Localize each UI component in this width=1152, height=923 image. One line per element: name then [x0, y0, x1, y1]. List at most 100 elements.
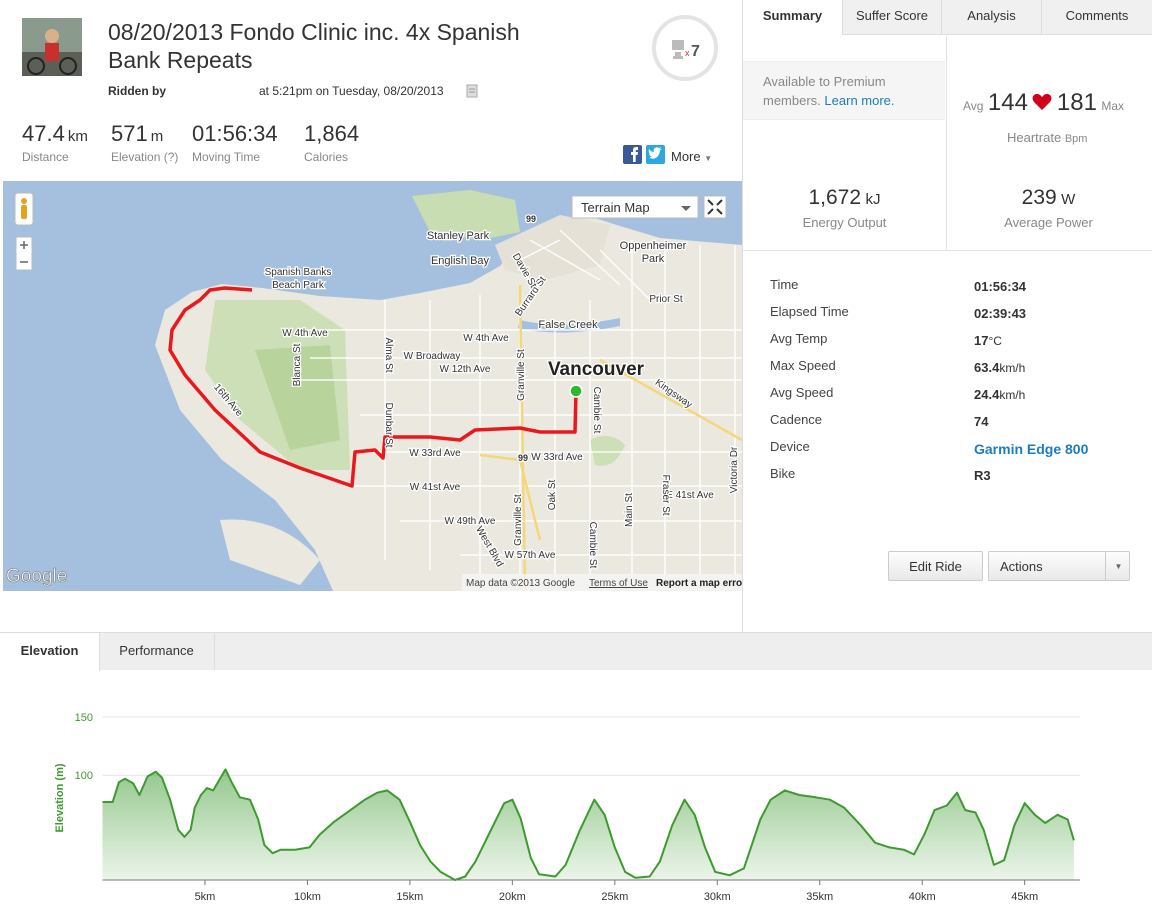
- map-terms[interactable]: Terms of Use: [589, 578, 648, 589]
- map-label: Stanley Park: [427, 230, 490, 242]
- map-label: English Bay: [431, 255, 490, 267]
- detail-label: Max Speed: [770, 358, 836, 373]
- tab[interactable]: Comments: [1041, 0, 1152, 35]
- map-label: Spanish Banks: [265, 267, 332, 278]
- map-label: W Broadway: [404, 351, 461, 362]
- calendar-icon[interactable]: [466, 84, 478, 98]
- stat-value: 571 m: [111, 121, 163, 147]
- route: [168, 286, 578, 488]
- map-label: Victoria Dr: [729, 446, 740, 493]
- x-tick-label: 20km: [499, 891, 526, 903]
- share-more-text: More: [671, 149, 701, 164]
- map-label: Granville St: [513, 494, 524, 546]
- hr-avg: 144: [987, 89, 1028, 116]
- detail-number: 24.4: [974, 387, 1000, 402]
- premium-message: Available to Premium members.: [763, 74, 886, 108]
- stat-value: 01:56:34: [192, 121, 278, 147]
- share-icons[interactable]: [623, 145, 667, 165]
- premium-link[interactable]: Learn more.: [824, 93, 895, 108]
- energy-label: Energy Output: [802, 215, 887, 230]
- map-label: W 4th Ave: [463, 333, 509, 344]
- detail-number: 63.4: [974, 360, 1000, 375]
- map-label: Main St: [624, 493, 635, 527]
- premium-box: [743, 61, 945, 120]
- share-more[interactable]: More ▼: [671, 149, 713, 164]
- stat-unit: km: [67, 128, 88, 145]
- stat-number: 47.4: [22, 121, 65, 146]
- energy-number: 1,672: [808, 186, 862, 209]
- ridden-by: Ridden by: [108, 84, 167, 98]
- map-label: Oak St: [547, 480, 558, 511]
- achievement-count: 7: [691, 43, 700, 60]
- detail-unit: km/h: [999, 361, 1026, 375]
- map-logo: Google: [6, 566, 67, 587]
- detail-label: Avg Speed: [770, 385, 834, 400]
- map-type-selector[interactable]: [571, 195, 699, 219]
- heartrate-label: Heartrate Bpm: [1007, 130, 1087, 145]
- stat-label: Calories: [304, 150, 349, 164]
- stat-number: 01:56:34: [192, 121, 278, 146]
- detail-value: 63.4km/h: [974, 360, 1025, 375]
- detail-unit: °C: [988, 334, 1002, 348]
- elevation-line: [102, 768, 1075, 881]
- detail-label: Elapsed Time: [770, 304, 849, 319]
- edit-ride-button[interactable]: Edit Ride: [888, 551, 983, 581]
- detail-value: R3: [974, 468, 991, 483]
- achievement-badge[interactable]: x 7: [648, 14, 722, 82]
- power-value: 239 W: [947, 186, 1150, 210]
- energy-value: 1,672 kJ: [743, 186, 946, 210]
- actions-button[interactable]: Actions ▼: [988, 551, 1130, 581]
- x-tick-label: 40km: [909, 891, 936, 903]
- detail-label: Cadence: [770, 412, 823, 427]
- x-tick-label: 25km: [601, 891, 628, 903]
- map-label: Beach Park: [272, 280, 325, 291]
- stat-label: Elevation (?): [111, 150, 179, 164]
- x-tick-label: 5km: [195, 891, 216, 903]
- map-type-text: Terrain Map: [581, 200, 650, 215]
- map-label: Cambie St: [591, 387, 602, 434]
- stat-value: 47.4 km: [22, 121, 88, 147]
- stat-number: 571: [111, 121, 148, 146]
- map-label: Oppenheimer: [620, 240, 687, 252]
- detail-value: 01:56:34: [974, 279, 1026, 294]
- detail-label: Bike: [770, 466, 796, 481]
- detail-value: 17°C: [974, 333, 1002, 348]
- map-label: Dunbar St: [383, 402, 394, 447]
- detail-value[interactable]: Garmin Edge 800: [974, 441, 1088, 457]
- detail-number: 01:56:34: [974, 279, 1027, 294]
- tab[interactable]: Analysis: [941, 0, 1041, 35]
- map-label: Alma St: [383, 337, 394, 372]
- x-tick-label: 10km: [294, 891, 321, 903]
- ride-title: 08/20/2013 Fondo Clinic inc. 4x Spanish …: [108, 19, 520, 73]
- detail-label: Device: [770, 439, 810, 454]
- hr-label: Heartrate: [1007, 130, 1062, 145]
- summary-divider: [743, 250, 1152, 251]
- tab[interactable]: Summary: [742, 0, 842, 35]
- avatar[interactable]: [22, 18, 82, 76]
- column-divider: [742, 0, 743, 632]
- actions-text: Actions: [1000, 559, 1043, 574]
- x-tick-label: 35km: [806, 891, 833, 903]
- map-label: W 4th Ave: [282, 328, 328, 339]
- fullscreen-button[interactable]: [703, 195, 727, 219]
- hr-max: 181: [1056, 89, 1097, 116]
- tab[interactable]: Suffer Score: [842, 0, 941, 35]
- map-label: Blanca St: [292, 343, 303, 386]
- map-label: W 12th Ave: [440, 364, 491, 375]
- premium-text: Available to Premium members. Learn more…: [763, 72, 933, 110]
- detail-value: 02:39:43: [974, 306, 1026, 321]
- y-axis-label: Elevation (m): [54, 763, 66, 832]
- achievement-prefix: x: [685, 48, 690, 58]
- chart-tab[interactable]: Performance: [99, 633, 215, 670]
- elevation-chart: 100 150 Elevation (m) 5km 10km 15km 20km 25km 30…: [54, 712, 1080, 903]
- hr-avg-label: Avg: [963, 99, 984, 113]
- map-label: Park: [642, 253, 665, 265]
- detail-label: Time: [770, 277, 799, 292]
- x-tick-label: 45km: [1011, 891, 1038, 903]
- map[interactable]: Spanish Banks Beach Park Stanley Park Engli…: [3, 181, 742, 591]
- map-label: Granville St: [516, 349, 527, 401]
- stat-number: 1,864: [304, 121, 360, 146]
- map-report[interactable]: Report a map error: [656, 578, 742, 589]
- chart-tab-active[interactable]: Elevation: [0, 633, 100, 671]
